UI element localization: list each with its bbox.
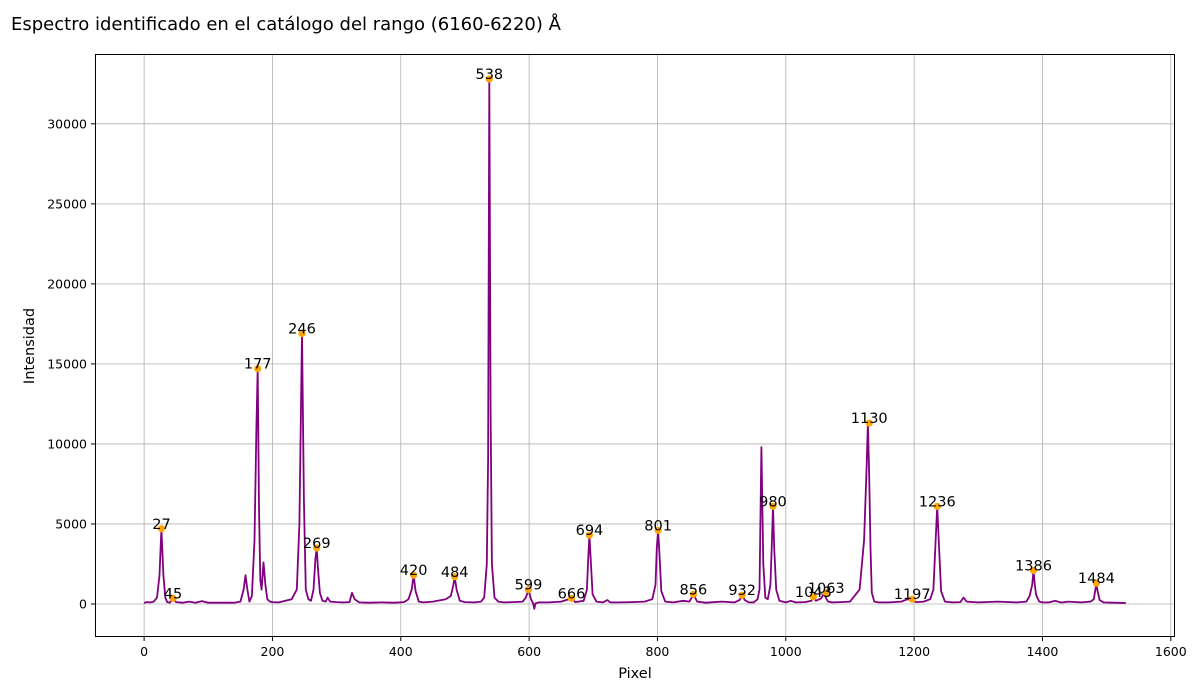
peak-label: 1063 — [808, 581, 845, 597]
peak-label: 856 — [680, 582, 708, 598]
peak-marker — [809, 593, 817, 601]
peak-label: 694 — [576, 523, 604, 539]
peak-label: 420 — [400, 563, 428, 579]
peak-marker — [451, 573, 459, 581]
x-tick-label: 1600 — [1155, 644, 1187, 659]
x-tick-label: 800 — [646, 644, 670, 659]
peak-marker — [1092, 579, 1100, 587]
peak-label: 801 — [644, 518, 672, 534]
peak-label: 666 — [558, 586, 586, 602]
chart-title: Espectro identificado en el catálogo del… — [11, 13, 562, 35]
peak-label: 599 — [515, 578, 543, 594]
peak-marker — [254, 365, 262, 373]
y-tick-label: 10000 — [47, 436, 87, 451]
peak-label: 269 — [303, 536, 331, 552]
y-tick-label: 0 — [79, 596, 87, 611]
spectrum-line — [143, 78, 1126, 610]
peak-labels: 27 45 177 246 269 420 484 538 599 666 694 801 856 932… — [152, 67, 1115, 603]
peak-label: 246 — [288, 321, 316, 337]
y-axis-label: Intensidad — [22, 308, 38, 384]
peak-marker — [654, 526, 662, 534]
peak-label: 538 — [475, 67, 503, 83]
x-tick-label: 400 — [389, 644, 413, 659]
peak-marker — [689, 590, 697, 598]
peak-marker — [738, 591, 746, 599]
peak-label: 1236 — [919, 494, 956, 510]
peak-marker — [769, 502, 777, 510]
peak-label: 1043 — [795, 585, 832, 601]
peak-label: 27 — [152, 517, 170, 533]
x-axis: 0 200 400 600 800 1000 1200 1400 1600 — [140, 636, 1187, 659]
y-tick-label: 30000 — [47, 116, 87, 131]
x-tick-label: 1400 — [1027, 644, 1059, 659]
peak-marker — [567, 594, 576, 602]
peak-label: 932 — [728, 583, 756, 599]
y-tick-label: 15000 — [47, 356, 87, 371]
peak-label: 1484 — [1078, 571, 1115, 587]
peak-label: 1130 — [851, 411, 888, 427]
peak-marker — [1029, 566, 1038, 574]
peak-label: 484 — [441, 565, 469, 581]
peak-marker — [908, 595, 916, 603]
peak-markers — [157, 75, 1100, 603]
grid — [96, 55, 1174, 636]
peak-marker — [410, 571, 418, 579]
x-tick-label: 1200 — [898, 644, 930, 659]
peak-marker — [169, 594, 177, 602]
y-tick-label: 25000 — [47, 196, 87, 211]
peak-label: 1197 — [894, 587, 931, 603]
y-tick-label: 5000 — [55, 516, 87, 531]
peak-marker — [865, 419, 873, 427]
peak-marker — [822, 589, 830, 597]
peak-marker — [157, 525, 166, 533]
x-axis-label: Pixel — [618, 666, 652, 682]
plot-frame — [95, 54, 1175, 637]
y-tick-label: 20000 — [47, 276, 87, 291]
spectrum-layer — [143, 78, 1126, 610]
x-tick-label: 1000 — [770, 644, 802, 659]
peak-marker — [524, 585, 533, 594]
x-tick-label: 200 — [261, 644, 285, 659]
peak-marker — [485, 75, 493, 83]
peak-label: 1386 — [1015, 558, 1052, 574]
peak-marker — [933, 502, 941, 510]
peak-label: 177 — [244, 357, 272, 373]
y-axis: 0 5000 10000 15000 20000 25000 30000 — [47, 116, 96, 611]
x-tick-label: 600 — [517, 644, 541, 659]
x-tick-label: 0 — [140, 644, 148, 659]
peak-marker — [313, 544, 321, 552]
peak-marker — [585, 531, 594, 539]
peak-label: 45 — [164, 586, 182, 602]
peak-label: 980 — [759, 494, 787, 510]
peak-marker — [298, 329, 306, 338]
